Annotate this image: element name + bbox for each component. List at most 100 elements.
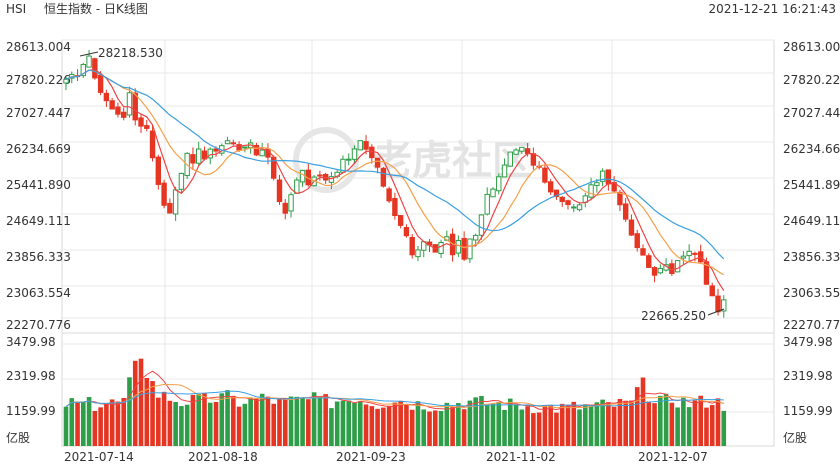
volume-bar [294,396,300,446]
volume-bar [138,358,144,446]
volume-bar [86,397,92,446]
volume-bar [606,402,611,446]
candle-body [478,214,485,236]
candle-body [553,189,560,198]
candle-body [276,179,283,203]
candle-body [172,189,179,215]
candle-body [571,206,577,209]
volume-bar [271,403,277,446]
candle-body [92,58,98,79]
candle-body [80,63,87,77]
volume-bar [698,395,703,446]
volume-bar [611,406,617,446]
volume-bar [669,402,675,446]
candle-body [282,202,288,214]
moving-averages [65,69,725,292]
candle-body [496,176,502,192]
candle-body [617,191,623,206]
date-tick: 2021-09-23 [336,450,406,464]
candle-body [380,167,387,187]
volume-unit-right: 亿股 [783,430,807,445]
volume-bar [173,401,178,446]
volume-bar [519,409,525,446]
volume-bar [583,404,588,446]
volume-ma20-line [65,390,724,408]
volume-bar [438,410,444,446]
candle-body [369,146,375,159]
candle-body [97,74,104,93]
volume-bar [63,406,69,446]
volume-bar [686,407,692,446]
volume-bar [409,409,415,446]
volume-bar [248,397,253,446]
volume-bar [196,394,202,446]
volume-tick-left: 3479.98 [6,335,56,349]
volume-bar [346,400,352,446]
volume-bar [161,391,167,446]
price-tick-right: 22270.776 [783,318,840,332]
volume-bar [594,402,600,446]
volume-bar [554,412,559,446]
volume-bar [531,413,536,446]
volume-bar [709,405,715,446]
volume-bar [559,403,565,446]
volume-bar [231,395,236,446]
volume-bar [115,401,121,446]
volume-tick-left: 1159.99 [6,404,56,418]
volume-bar [81,401,86,446]
candle-body [605,169,612,185]
candle-body [674,260,681,273]
ma20-line [65,69,725,260]
volume-bar [132,360,138,446]
high-annotation: 28218.530 [79,46,163,60]
volume-tick-right: 3479.98 [783,335,833,349]
volume-bar [306,399,311,446]
candle-body [657,267,664,274]
ma5-line [65,69,725,292]
volume-bar [617,398,623,446]
candle-body [594,182,600,186]
volume-bar [663,393,669,446]
price-tick-right: 23856.333 [783,250,840,264]
volume-bar [150,381,155,446]
candle-body [542,167,548,183]
candle-body [484,193,490,215]
volume-bar [282,398,288,446]
volume-bar [704,407,709,446]
volume-bar [213,401,219,446]
volume-bar [207,402,213,446]
date-tick: 2021-07-14 [64,450,134,464]
candle-body [149,130,156,159]
volume-bar [317,396,323,446]
candle-body [715,295,721,313]
volume-bar [92,410,98,446]
candle-body [103,92,110,102]
volume-bar [381,407,386,446]
volume-bar [444,402,450,446]
volume-bar [652,403,657,446]
volume-bar [167,400,173,446]
candle-body [317,174,323,177]
price-tick-right: 27027.447 [783,106,840,120]
volume-tick-right: 1159.99 [783,404,833,418]
volume-axis-left: 3479.98 2319.98 1159.99 亿股 [6,335,56,445]
candle-body [547,181,554,193]
candle-body [242,146,248,149]
volume-bar [588,405,594,446]
candle-body [161,182,167,206]
volume-bar [352,402,357,446]
volume-bar [357,401,363,446]
candle-body [530,153,537,166]
candle-body [467,238,473,260]
volume-bar [98,407,103,446]
watermark-logo-icon [293,127,359,193]
candle-body [253,144,260,156]
candle-body [224,140,231,145]
candle-body [524,148,531,155]
volume-bar [640,377,646,446]
candle-body [565,200,571,206]
candle-body [144,125,150,129]
volume-bar [363,404,369,446]
volume-bar [300,397,305,446]
